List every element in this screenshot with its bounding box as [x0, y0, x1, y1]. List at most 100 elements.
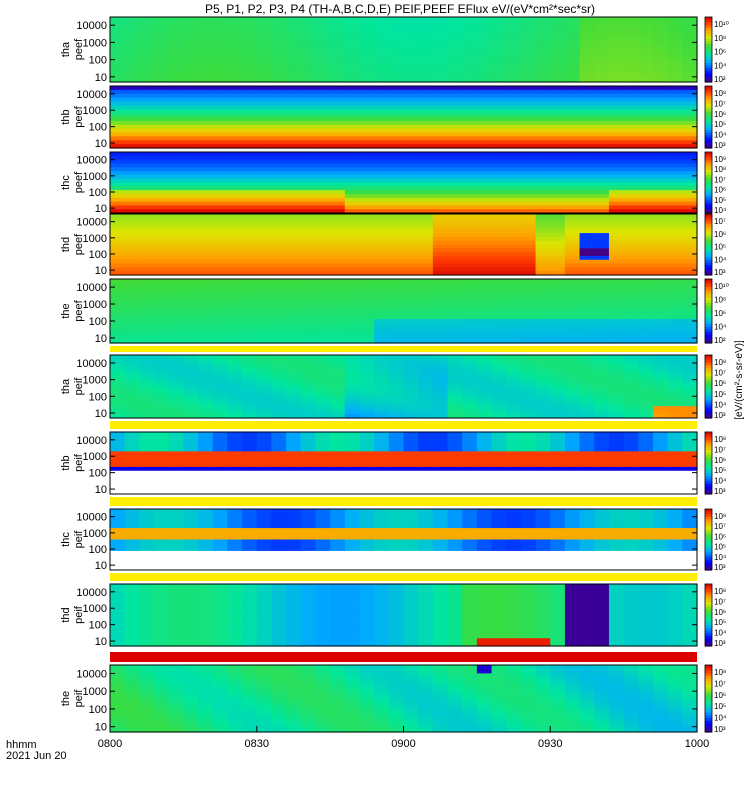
- heatmap-cell: [536, 160, 551, 164]
- heatmap-cell: [213, 440, 228, 444]
- heatmap-cell: [315, 436, 330, 440]
- heatmap-cell: [169, 45, 184, 50]
- heatmap-cell: [169, 291, 184, 296]
- heatmap-cell: [521, 186, 536, 190]
- heatmap-cell: [418, 367, 433, 372]
- heatmap-cell: [624, 256, 639, 260]
- heatmap-cell: [668, 363, 683, 368]
- heatmap-cell: [418, 402, 433, 407]
- heatmap-cell: [506, 66, 521, 71]
- heatmap-cell: [271, 248, 286, 252]
- heatmap-cell: [257, 355, 272, 360]
- heatmap-cell: [257, 451, 272, 455]
- heatmap-cell: [271, 136, 286, 140]
- heatmap-cell: [198, 179, 213, 183]
- heatmap-cell: [668, 267, 683, 271]
- heatmap-cell: [301, 222, 316, 226]
- heatmap-cell: [477, 410, 492, 415]
- heatmap-cell: [653, 471, 668, 475]
- heatmap-cell: [506, 109, 521, 113]
- heatmap-cell: [624, 102, 639, 106]
- heatmap-cell: [448, 459, 463, 463]
- heatmap-cell: [359, 29, 374, 34]
- heatmap-cell: [506, 163, 521, 167]
- heatmap-cell: [433, 241, 448, 245]
- heatmap-cell: [580, 121, 595, 125]
- heatmap-cell: [448, 29, 463, 34]
- heatmap-cell: [609, 283, 624, 288]
- heatmap-cell: [404, 451, 419, 455]
- heatmap-cell: [330, 248, 345, 252]
- heatmap-cell: [301, 194, 316, 198]
- heatmap-cell: [286, 315, 301, 320]
- heatmap-cell: [594, 335, 609, 340]
- heatmap-cell: [521, 152, 536, 156]
- heatmap-cell: [257, 121, 272, 125]
- heatmap-cell: [345, 260, 360, 264]
- heatmap-cell: [609, 121, 624, 125]
- heatmap-cell: [550, 303, 565, 308]
- heatmap-cell: [345, 70, 360, 75]
- heatmap-cell: [330, 311, 345, 316]
- heatmap-cell: [345, 94, 360, 98]
- heatmap-cell: [213, 517, 228, 521]
- heatmap-cell: [433, 311, 448, 316]
- heatmap-cell: [169, 528, 184, 532]
- heatmap-cell: [477, 390, 492, 395]
- heatmap-cell: [624, 121, 639, 125]
- heatmap-cell: [521, 363, 536, 368]
- heatmap-cell: [169, 29, 184, 34]
- heatmap-cell: [653, 160, 668, 164]
- heatmap-cell: [418, 252, 433, 256]
- heatmap-cell: [359, 129, 374, 133]
- heatmap-cell: [404, 70, 419, 75]
- heatmap-cell: [594, 383, 609, 388]
- heatmap-cell: [183, 45, 198, 50]
- heatmap-cell: [477, 136, 492, 140]
- heatmap-cell: [609, 331, 624, 336]
- heatmap-cell: [183, 410, 198, 415]
- heatmap-cell: [609, 303, 624, 308]
- heatmap-cell: [638, 406, 653, 411]
- heatmap-cell: [550, 482, 565, 486]
- heatmap-cell: [653, 311, 668, 316]
- heatmap-cell: [227, 179, 242, 183]
- heatmap-cell: [315, 105, 330, 109]
- heatmap-cell: [345, 163, 360, 167]
- heatmap-cell: [359, 160, 374, 164]
- heatmap-cell: [462, 186, 477, 190]
- heatmap-cell: [154, 66, 169, 71]
- heatmap-cell: [536, 222, 551, 226]
- heatmap-cell: [594, 394, 609, 399]
- heatmap-cell: [213, 331, 228, 336]
- heatmap-cell: [315, 237, 330, 241]
- heatmap-cell: [359, 267, 374, 271]
- heatmap-cell: [374, 327, 389, 332]
- heatmap-cell: [653, 335, 668, 340]
- heatmap-cell: [154, 140, 169, 144]
- heatmap-cell: [359, 183, 374, 187]
- heatmap-cell: [462, 62, 477, 67]
- y-tick-label: 10000: [76, 155, 107, 167]
- heatmap-cell: [594, 398, 609, 403]
- heatmap-cell: [462, 225, 477, 229]
- heatmap-cell: [198, 509, 213, 513]
- heatmap-cell: [139, 129, 154, 133]
- heatmap-cell: [359, 327, 374, 332]
- heatmap-cell: [653, 451, 668, 455]
- heatmap-cell: [536, 307, 551, 312]
- heatmap-cell: [389, 167, 404, 171]
- heatmap-cell: [359, 241, 374, 245]
- heatmap-cell: [330, 241, 345, 245]
- heatmap-cell: [345, 98, 360, 102]
- heatmap-cell: [418, 394, 433, 399]
- heatmap-cell: [139, 448, 154, 452]
- heatmap-cell: [609, 90, 624, 94]
- heatmap-cell: [433, 140, 448, 144]
- heatmap-cell: [550, 394, 565, 399]
- heatmap-cell: [433, 475, 448, 479]
- heatmap-cell: [418, 432, 433, 436]
- heatmap-cell: [154, 252, 169, 256]
- heatmap-cell: [330, 105, 345, 109]
- heatmap-cell: [154, 383, 169, 388]
